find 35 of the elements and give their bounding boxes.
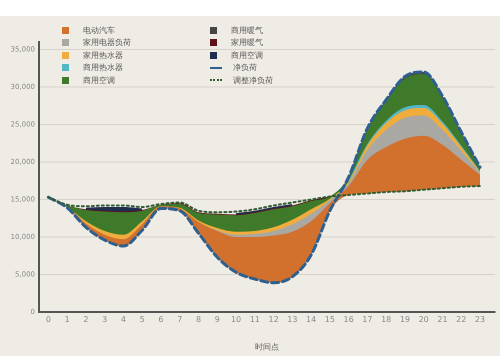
legend-label: 商用暖气 [230, 24, 264, 36]
x-tick-label: 20 [418, 314, 429, 324]
x-tick-label: 7 [177, 314, 182, 324]
legend-label: 调整净负荷 [232, 74, 274, 86]
x-tick-label: 14 [306, 314, 316, 324]
x-tick-label: 11 [250, 314, 260, 324]
legend-label: 家用暖气 [230, 37, 264, 48]
x-tick-label: 22 [456, 314, 466, 324]
legend-label: 家用电器负荷 [82, 37, 132, 48]
x-tick-label: 9 [214, 314, 220, 324]
x-tick-label: 19 [400, 314, 410, 324]
legend-label: 家用热水器 [82, 50, 124, 61]
x-tick-label: 18 [381, 314, 392, 324]
x-tick-label: 4 [120, 314, 126, 324]
legend-label: 商用热水器 [82, 62, 124, 74]
x-tick-label: 6 [158, 314, 164, 324]
x-tick-label: 5 [140, 314, 145, 324]
x-tick-label: 16 [344, 314, 354, 324]
legend-label: 商用空调 [82, 74, 116, 86]
x-tick-label: 13 [287, 314, 298, 324]
x-tick-label: 1 [64, 314, 70, 324]
x-tick-label: 12 [268, 314, 279, 324]
x-tick-label: 15 [324, 314, 335, 324]
x-tick-label: 21 [437, 314, 448, 324]
legend-label: 商用空调 [230, 50, 264, 61]
legend-label: 电动汽车 [82, 24, 116, 36]
x-tick-label: 8 [196, 314, 202, 324]
legend-label: 净负荷 [232, 62, 258, 74]
x-tick-label: 3 [102, 314, 108, 324]
x-tick-label: 0 [46, 314, 51, 324]
x-tick-label: 10 [230, 314, 242, 324]
x-axis-title: 时间点 [255, 342, 279, 352]
x-tick-label: 17 [362, 314, 372, 324]
x-tick-label: 23 [474, 314, 486, 324]
x-tick-label: 2 [83, 314, 88, 324]
